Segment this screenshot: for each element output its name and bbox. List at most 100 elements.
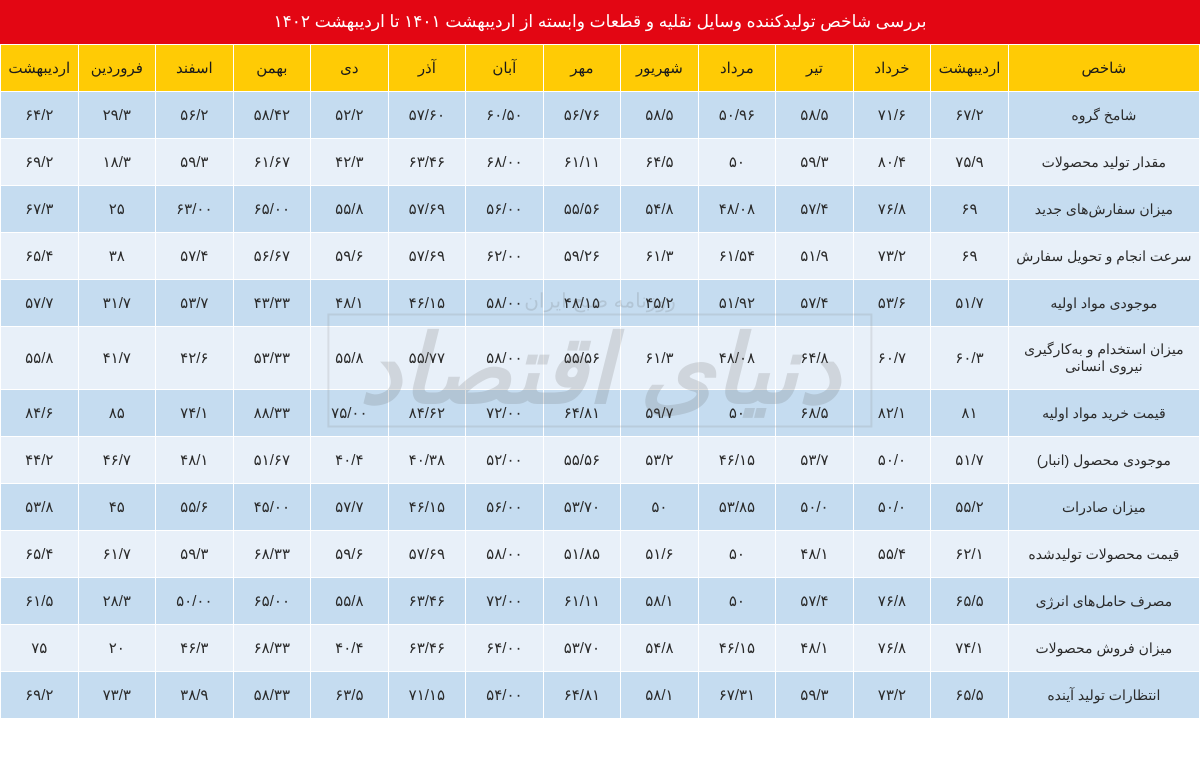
data-cell: ۴۶/۱۵ xyxy=(698,437,776,484)
data-cell: ۷۵/۹ xyxy=(931,139,1009,186)
data-cell: ۴۵ xyxy=(78,484,156,531)
data-cell: ۵۰/۰۰ xyxy=(156,578,234,625)
data-cell: ۴۰/۴ xyxy=(311,625,389,672)
row-label: قیمت محصولات تولیدشده xyxy=(1008,531,1199,578)
data-cell: ۵۵/۸ xyxy=(311,186,389,233)
data-cell: ۷۳/۲ xyxy=(853,672,931,719)
data-cell: ۵۳/۳۳ xyxy=(233,327,311,390)
data-cell: ۴۶/۳ xyxy=(156,625,234,672)
data-cell: ۶۰/۷ xyxy=(853,327,931,390)
data-cell: ۵۸/۰۰ xyxy=(466,531,544,578)
table-row: مصرف حامل‌های انرژی۶۵/۵۷۶/۸۵۷/۴۵۰۵۸/۱۶۱/… xyxy=(1,578,1200,625)
data-cell: ۵۵/۵۶ xyxy=(543,437,621,484)
data-cell: ۶۷/۳ xyxy=(1,186,79,233)
data-cell: ۵۷/۶۹ xyxy=(388,233,466,280)
data-cell: ۲۸/۳ xyxy=(78,578,156,625)
data-cell: ۵۷/۴ xyxy=(776,578,854,625)
data-cell: ۷۵/۰۰ xyxy=(311,390,389,437)
data-cell: ۵۰ xyxy=(698,578,776,625)
data-cell: ۳۱/۷ xyxy=(78,280,156,327)
data-cell: ۶۸/۰۰ xyxy=(466,139,544,186)
data-cell: ۲۹/۳ xyxy=(78,92,156,139)
data-cell: ۵۱/۹۲ xyxy=(698,280,776,327)
data-cell: ۵۷/۶۰ xyxy=(388,92,466,139)
data-cell: ۶۱/۷ xyxy=(78,531,156,578)
data-cell: ۵۳/۷۰ xyxy=(543,625,621,672)
data-cell: ۴۵/۰۰ xyxy=(233,484,311,531)
data-cell: ۵۴/۸ xyxy=(621,625,699,672)
data-cell: ۵۸/۳۳ xyxy=(233,672,311,719)
data-cell: ۵۸/۱ xyxy=(621,672,699,719)
data-cell: ۶۷/۳۱ xyxy=(698,672,776,719)
data-cell: ۶۴/۵ xyxy=(621,139,699,186)
data-cell: ۵۹/۳ xyxy=(776,139,854,186)
table-row: میزان صادرات۵۵/۲۵۰/۰۵۰/۰۵۳/۸۵۵۰۵۳/۷۰۵۶/۰… xyxy=(1,484,1200,531)
data-cell: ۴۱/۷ xyxy=(78,327,156,390)
data-cell: ۸۸/۳۳ xyxy=(233,390,311,437)
data-cell: ۵۷/۷ xyxy=(311,484,389,531)
data-table: شاخصاردیبهشتخردادتیرمردادشهریورمهرآبانآذ… xyxy=(0,44,1200,719)
header-month: فروردین xyxy=(78,45,156,92)
data-cell: ۷۲/۰۰ xyxy=(466,578,544,625)
data-cell: ۵۶/۲ xyxy=(156,92,234,139)
table-row: میزان فروش محصولات۷۴/۱۷۶/۸۴۸/۱۴۶/۱۵۵۴/۸۵… xyxy=(1,625,1200,672)
row-label: مصرف حامل‌های انرژی xyxy=(1008,578,1199,625)
data-cell: ۵۱/۹ xyxy=(776,233,854,280)
data-cell: ۸۴/۶۲ xyxy=(388,390,466,437)
row-label: مقدار تولید محصولات xyxy=(1008,139,1199,186)
table-row: موجودی مواد اولیه۵۱/۷۵۳/۶۵۷/۴۵۱/۹۲۴۵/۲۴۸… xyxy=(1,280,1200,327)
row-label: شامخ گروه xyxy=(1008,92,1199,139)
data-cell: ۶۴/۸۱ xyxy=(543,390,621,437)
data-cell: ۶۵/۵ xyxy=(931,672,1009,719)
data-cell: ۵۸/۱ xyxy=(621,578,699,625)
data-cell: ۶۱/۳ xyxy=(621,327,699,390)
data-cell: ۷۴/۱ xyxy=(931,625,1009,672)
data-cell: ۵۳/۸۵ xyxy=(698,484,776,531)
data-cell: ۱۸/۳ xyxy=(78,139,156,186)
data-cell: ۵۵/۵۶ xyxy=(543,327,621,390)
header-month: بهمن xyxy=(233,45,311,92)
table-row: میزان استخدام و به‌کارگیری نیروی انسانی۶… xyxy=(1,327,1200,390)
data-cell: ۵۳/۷ xyxy=(156,280,234,327)
data-cell: ۵۶/۰۰ xyxy=(466,186,544,233)
row-label: موجودی مواد اولیه xyxy=(1008,280,1199,327)
data-cell: ۶۳/۰۰ xyxy=(156,186,234,233)
row-label: سرعت انجام و تحویل سفارش xyxy=(1008,233,1199,280)
data-cell: ۷۳/۲ xyxy=(853,233,931,280)
data-cell: ۵۹/۳ xyxy=(776,672,854,719)
data-cell: ۸۴/۶ xyxy=(1,390,79,437)
data-cell: ۶۱/۵ xyxy=(1,578,79,625)
data-cell: ۶۱/۱۱ xyxy=(543,578,621,625)
data-cell: ۶۵/۴ xyxy=(1,531,79,578)
data-cell: ۳۸/۹ xyxy=(156,672,234,719)
data-cell: ۵۵/۲ xyxy=(931,484,1009,531)
header-month: شهریور xyxy=(621,45,699,92)
data-cell: ۶۱/۵۴ xyxy=(698,233,776,280)
data-cell: ۶۹ xyxy=(931,186,1009,233)
data-cell: ۵۰/۰ xyxy=(853,484,931,531)
data-cell: ۴۶/۷ xyxy=(78,437,156,484)
data-cell: ۶۲/۰۰ xyxy=(466,233,544,280)
header-month: تیر xyxy=(776,45,854,92)
data-cell: ۶۸/۳۳ xyxy=(233,531,311,578)
data-cell: ۶۵/۰۰ xyxy=(233,578,311,625)
data-cell: ۵۴/۰۰ xyxy=(466,672,544,719)
data-cell: ۷۶/۸ xyxy=(853,578,931,625)
data-cell: ۶۵/۵ xyxy=(931,578,1009,625)
title-bar: بررسی شاخص تولیدکننده وسایل نقلیه و قطعا… xyxy=(0,0,1200,44)
data-cell: ۵۰/۹۶ xyxy=(698,92,776,139)
data-cell: ۶۱/۳ xyxy=(621,233,699,280)
data-cell: ۵۵/۸ xyxy=(311,327,389,390)
data-cell: ۶۳/۴۶ xyxy=(388,578,466,625)
data-cell: ۷۳/۳ xyxy=(78,672,156,719)
header-month: اردیبهشت xyxy=(931,45,1009,92)
header-month: آبان xyxy=(466,45,544,92)
row-label: میزان سفارش‌های جدید xyxy=(1008,186,1199,233)
data-cell: ۵۷/۶۹ xyxy=(388,186,466,233)
data-cell: ۵۷/۴ xyxy=(776,186,854,233)
data-cell: ۴۸/۱۵ xyxy=(543,280,621,327)
data-cell: ۶۵/۴ xyxy=(1,233,79,280)
data-cell: ۶۳/۴۶ xyxy=(388,139,466,186)
table-row: قیمت خرید مواد اولیه۸۱۸۲/۱۶۸/۵۵۰۵۹/۷۶۴/۸… xyxy=(1,390,1200,437)
data-cell: ۶۲/۱ xyxy=(931,531,1009,578)
